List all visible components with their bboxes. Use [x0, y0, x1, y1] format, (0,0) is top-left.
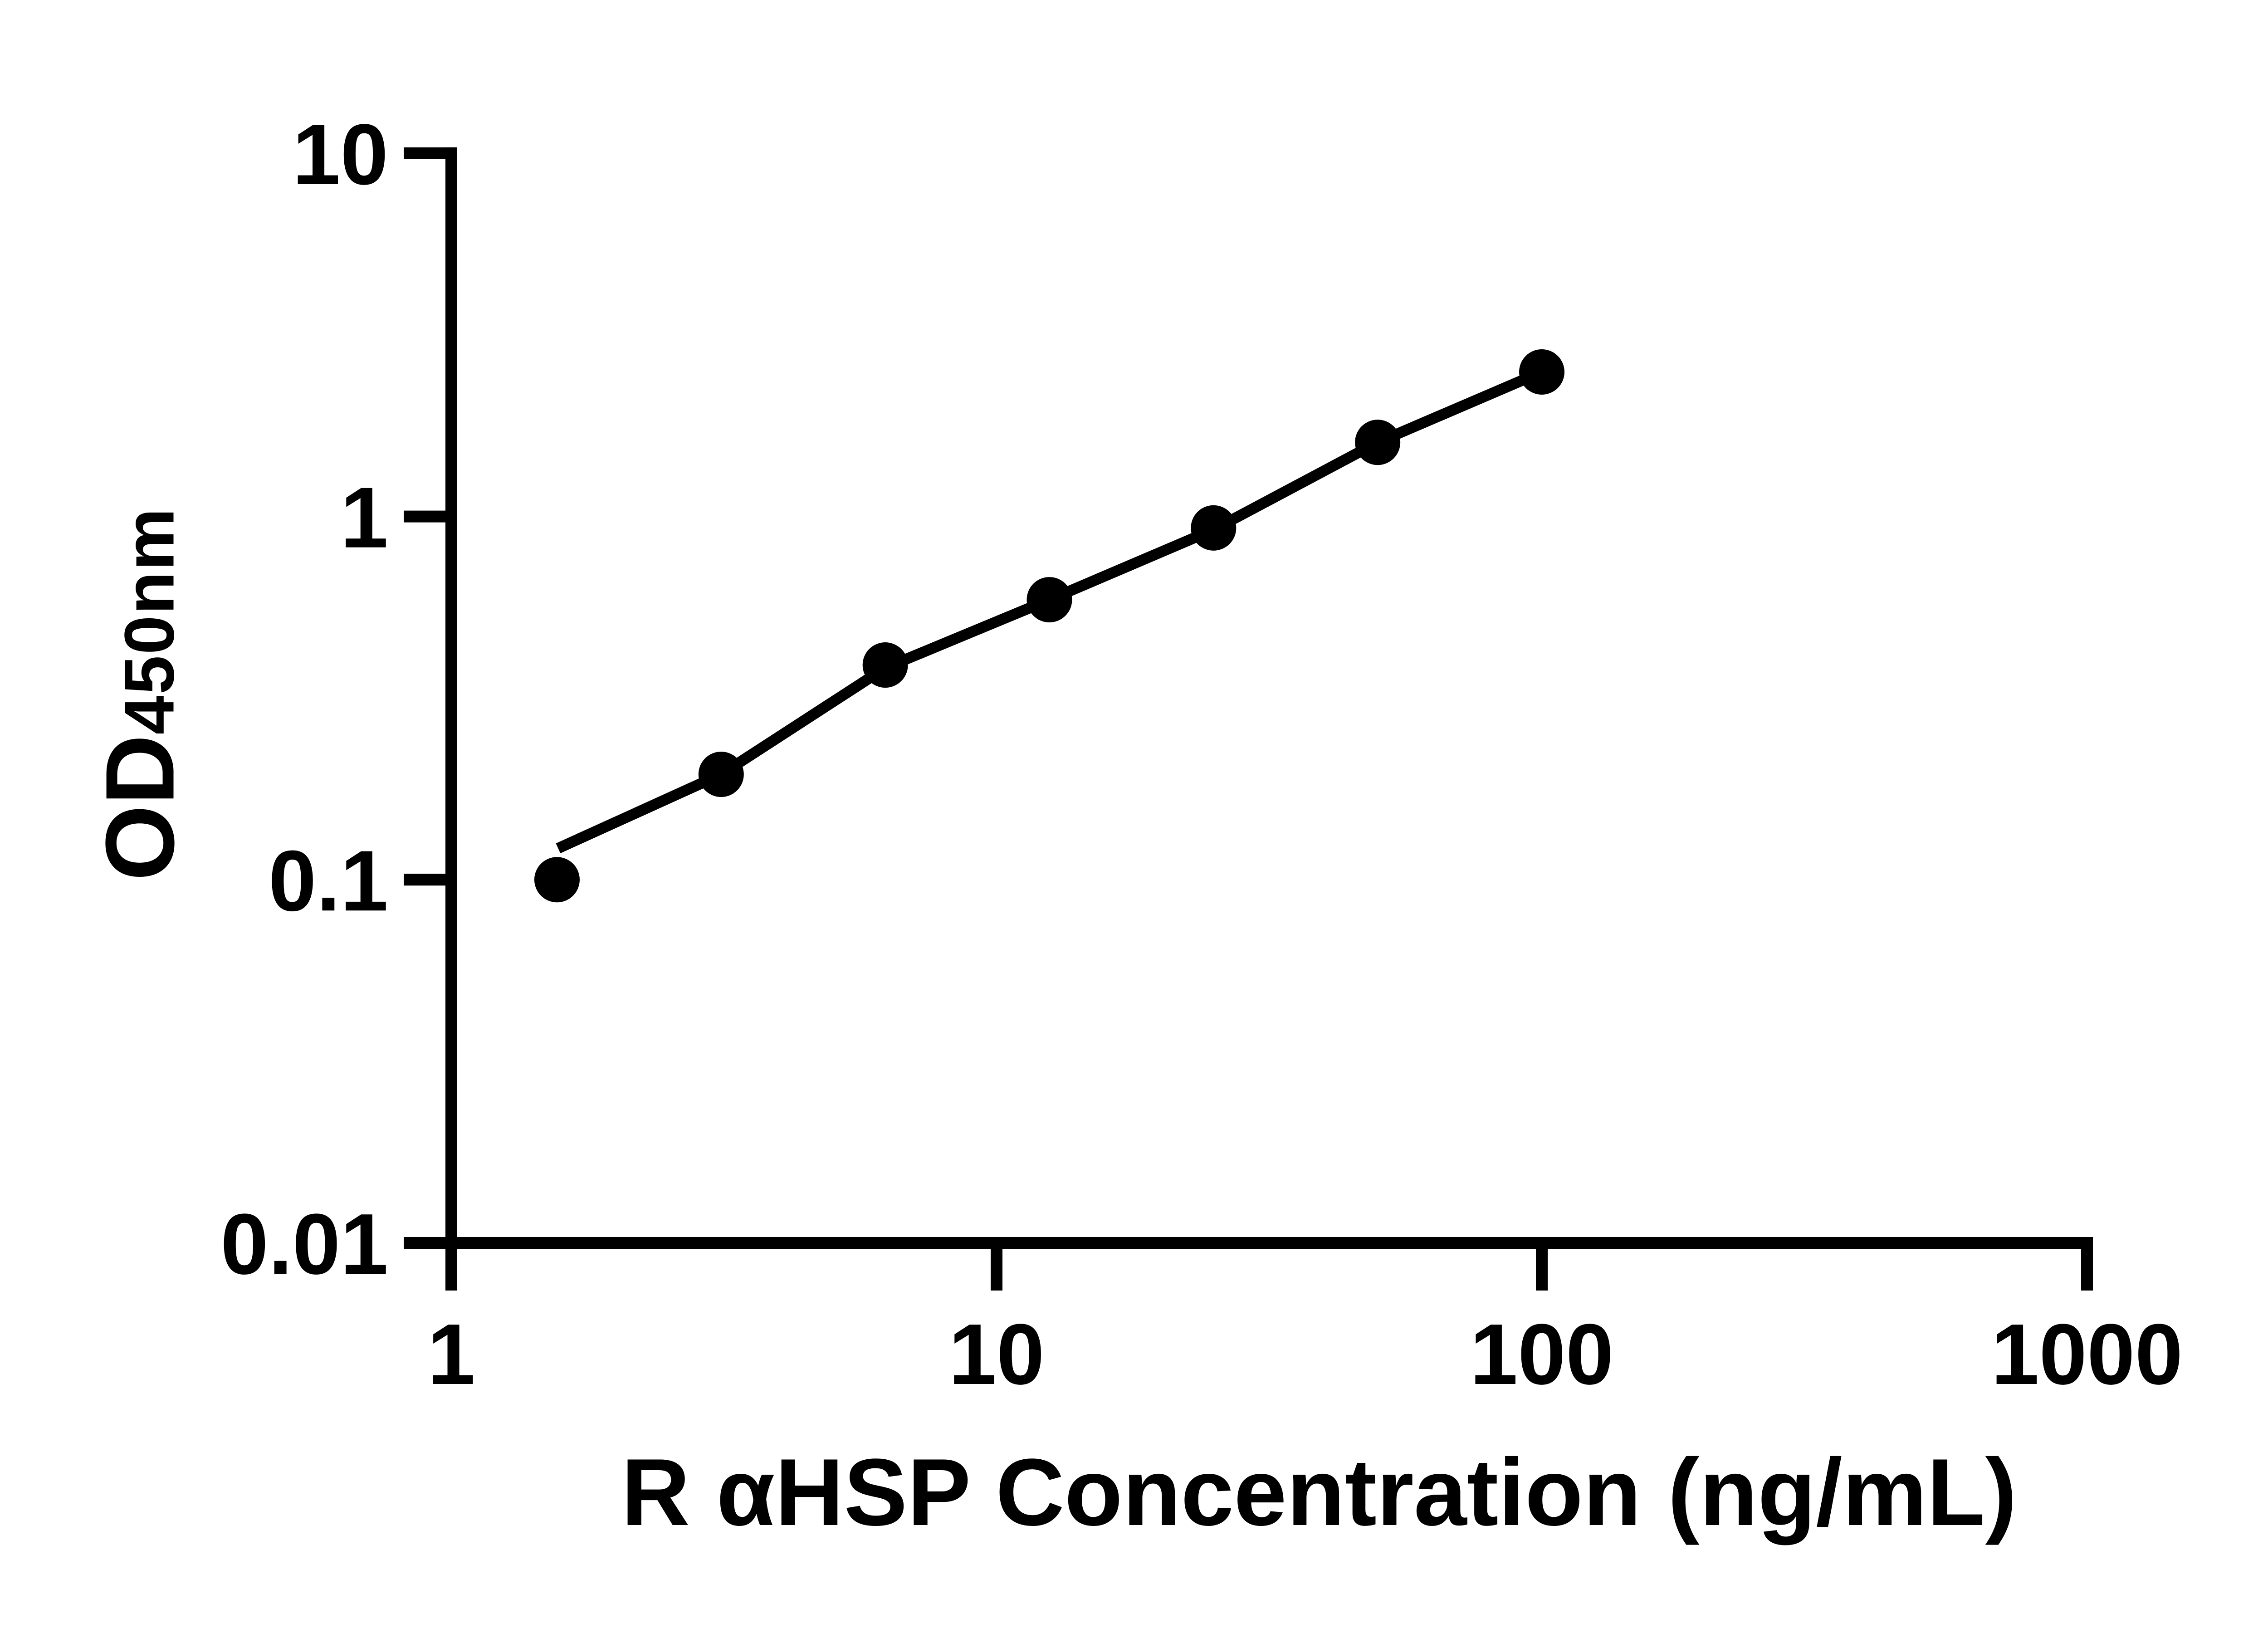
data-point-6.25ng-ml [862, 642, 908, 688]
y-axis-title: OD450nm [85, 507, 195, 881]
data-point-1.5625ng-ml [534, 857, 580, 903]
y-axis-title-main: OD [85, 734, 195, 881]
data-point-12.5ng-ml [1026, 577, 1072, 623]
data-point-100ng-ml [1519, 349, 1564, 395]
data-point-50ng-ml [1355, 420, 1401, 465]
y-tick-label-10: 10 [293, 107, 388, 203]
y-tick-label-1: 1 [340, 470, 388, 566]
y-axis-title-subscript: 450nm [110, 507, 189, 735]
x-tick-label-1000: 1000 [1991, 1306, 2183, 1403]
data-point-3.125ng-ml [698, 752, 744, 797]
x-tick-label-10: 10 [948, 1306, 1044, 1403]
y-tick-label-0.01: 0.01 [220, 1196, 388, 1292]
x-tick-label-100: 100 [1470, 1306, 1613, 1403]
x-axis-title: R αHSP Concentration (ng/mL) [621, 1439, 2017, 1545]
data-point-25ng-ml [1191, 505, 1237, 551]
y-tick-label-0.1: 0.1 [269, 833, 388, 929]
x-tick-label-1: 1 [427, 1306, 475, 1403]
